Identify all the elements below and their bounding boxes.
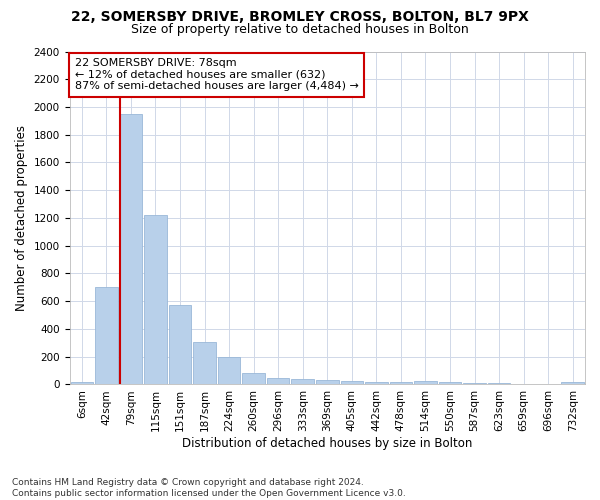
Text: Size of property relative to detached houses in Bolton: Size of property relative to detached ho…	[131, 22, 469, 36]
Bar	[267, 378, 289, 384]
Bar	[463, 383, 486, 384]
Bar	[218, 356, 241, 384]
Bar	[242, 374, 265, 384]
Bar	[71, 382, 93, 384]
Text: 22, SOMERSBY DRIVE, BROMLEY CROSS, BOLTON, BL7 9PX: 22, SOMERSBY DRIVE, BROMLEY CROSS, BOLTO…	[71, 10, 529, 24]
Bar	[119, 114, 142, 384]
Text: 22 SOMERSBY DRIVE: 78sqm
← 12% of detached houses are smaller (632)
87% of semi-: 22 SOMERSBY DRIVE: 78sqm ← 12% of detach…	[74, 58, 359, 92]
Bar	[562, 382, 584, 384]
Y-axis label: Number of detached properties: Number of detached properties	[15, 125, 28, 311]
Bar	[389, 382, 412, 384]
Bar	[95, 288, 118, 384]
Bar	[414, 381, 437, 384]
Bar	[341, 381, 363, 384]
Bar	[292, 379, 314, 384]
Bar	[316, 380, 338, 384]
Bar	[439, 382, 461, 384]
X-axis label: Distribution of detached houses by size in Bolton: Distribution of detached houses by size …	[182, 437, 472, 450]
Bar	[193, 342, 216, 384]
Bar	[365, 382, 388, 384]
Bar	[488, 383, 511, 384]
Text: Contains HM Land Registry data © Crown copyright and database right 2024.
Contai: Contains HM Land Registry data © Crown c…	[12, 478, 406, 498]
Bar	[144, 214, 167, 384]
Bar	[169, 304, 191, 384]
